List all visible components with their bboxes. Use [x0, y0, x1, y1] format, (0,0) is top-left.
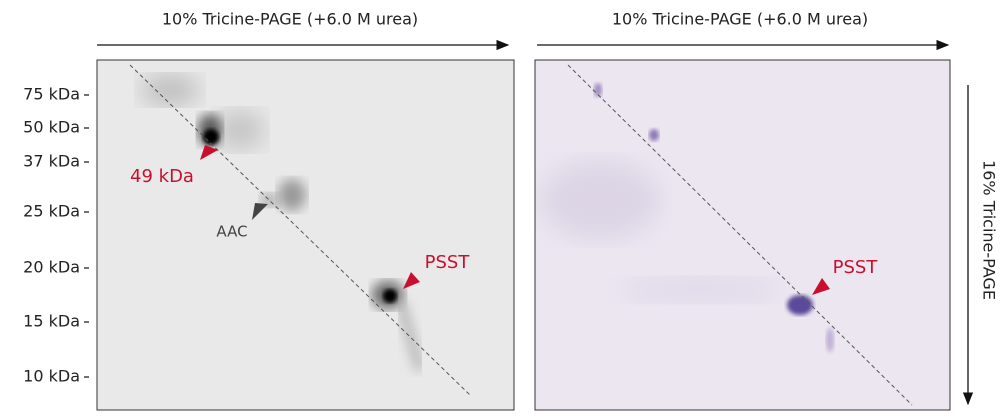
panel-title: 10% Tricine-PAGE (+6.0 M urea) — [162, 10, 418, 29]
side-label: 16% Tricine-PAGE — [980, 160, 999, 300]
arrowhead — [403, 272, 420, 289]
panel-title: 10% Tricine-PAGE (+6.0 M urea) — [612, 10, 868, 29]
gel-border — [534, 59, 951, 411]
annotation: AAC — [216, 223, 247, 241]
annotation: 49 kDa — [130, 166, 194, 187]
annotation: PSST — [833, 257, 879, 278]
annotation: PSST — [425, 252, 471, 273]
marker-label: 20 kDa — [23, 258, 80, 277]
marker-label: 10 kDa — [23, 367, 80, 386]
gel-right — [535, 60, 950, 410]
arrowhead — [200, 145, 218, 160]
gel-left — [97, 60, 514, 410]
arrowhead — [812, 278, 830, 295]
gel-border — [96, 59, 515, 411]
marker-label: 15 kDa — [23, 312, 80, 331]
marker-label: 25 kDa — [23, 202, 80, 221]
marker-label: 37 kDa — [23, 152, 80, 171]
marker-label: 50 kDa — [23, 118, 80, 137]
arrowhead — [252, 203, 268, 220]
marker-label: 75 kDa — [23, 85, 80, 104]
